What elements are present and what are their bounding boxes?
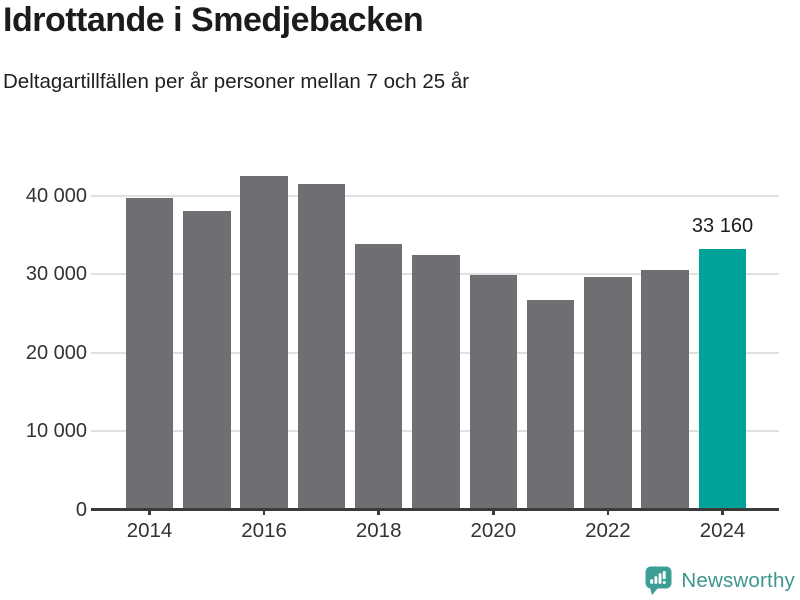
- y-axis-label-30000: 30 000: [25, 263, 87, 286]
- newsworthy-brand: Newsworthy: [645, 565, 795, 597]
- x-tick-2024: [721, 510, 724, 516]
- y-axis-label-0: 0: [75, 499, 87, 521]
- x-tick-2020: [492, 510, 495, 516]
- x-axis-label-2018: 2018: [355, 519, 402, 542]
- bar-2016: [240, 175, 288, 510]
- gridline-40000: [91, 194, 779, 197]
- x-axis-label-2022: 2022: [585, 519, 631, 542]
- newsworthy-logo-icon: [645, 566, 672, 595]
- bar-2017: [297, 183, 346, 510]
- x-axis-label-2014: 2014: [126, 519, 173, 542]
- bar-2014: [125, 197, 174, 510]
- y-axis-label-20000: 20 000: [25, 341, 87, 364]
- bar-2015: [183, 211, 231, 510]
- bar-2020: [469, 274, 518, 510]
- bar-2023: [641, 270, 689, 510]
- page-subtitle: Deltagartillfällen per år personer mella…: [3, 70, 470, 93]
- bar-2021: [526, 300, 575, 510]
- y-axis-label-40000: 40 000: [25, 184, 87, 207]
- bar-2018: [354, 243, 403, 510]
- y-axis-label-10000: 10 000: [25, 420, 87, 443]
- x-tick-2022: [606, 510, 610, 516]
- x-tick-2014: [148, 510, 151, 516]
- bar-2022: [584, 276, 632, 510]
- bar-2024: [698, 249, 747, 510]
- page-title: Idrottande i Smedjebacken: [3, 1, 424, 39]
- bar-value-label-2024: 33 160: [691, 215, 754, 238]
- x-axis-label-2020: 2020: [470, 519, 517, 542]
- x-tick-2016: [262, 510, 266, 516]
- bar-2019: [412, 255, 460, 510]
- x-axis-label-2016: 2016: [241, 519, 287, 542]
- x-tick-2018: [377, 510, 380, 516]
- brand-wordmark: Newsworthy: [681, 569, 795, 592]
- x-axis-label-2024: 2024: [699, 519, 746, 542]
- x-axis-line: [91, 508, 779, 511]
